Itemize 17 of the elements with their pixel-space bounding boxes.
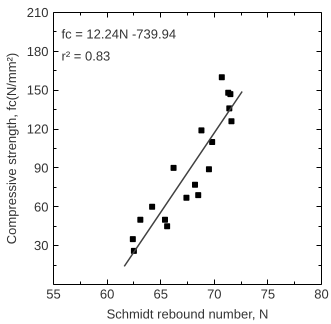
y-tick-label: 30	[34, 238, 49, 254]
y-tick-label: 60	[34, 199, 49, 214]
y-tick-label: 90	[34, 160, 49, 176]
x-tick-label: 60	[100, 286, 114, 302]
x-tick-label: 75	[260, 286, 276, 302]
annotation: r² = 0.83	[62, 48, 110, 64]
x-tick-label: 80	[314, 286, 329, 302]
y-axis-title: Compressive strength, fc(N/mm²)	[4, 52, 19, 244]
y-tick-label: 180	[26, 44, 49, 59]
x-tick-label: 65	[153, 286, 168, 302]
x-tick-label: 55	[46, 286, 61, 302]
y-tick-label: 120	[26, 122, 49, 137]
y-tick-label: 150	[26, 82, 49, 98]
y-tick-label: 210	[26, 5, 49, 20]
annotation: fc = 12.24N -739.94	[62, 26, 176, 42]
x-tick-label: 70	[207, 286, 222, 302]
x-axis-title: Schmidt rebound number, N	[106, 306, 268, 322]
